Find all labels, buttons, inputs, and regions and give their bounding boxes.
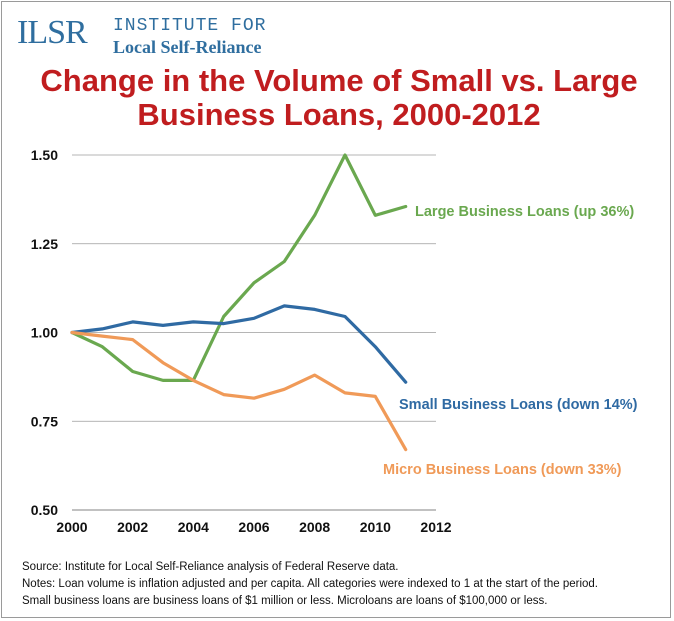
x-tick-label: 2006 (238, 519, 269, 535)
chart-title-line-2: Business Loans, 2000-2012 (137, 97, 541, 132)
y-tick-label: 1.50 (31, 147, 58, 163)
ilsr-logo: ILSR INSTITUTE FOR Local Self-Reliance (17, 12, 277, 58)
x-tick-label: 2000 (56, 519, 87, 535)
large-business-loans-line (70, 153, 408, 382)
micro-business-loans-label: Micro Business Loans (down 33%) (383, 462, 622, 478)
y-tick-label: 1.00 (31, 325, 58, 341)
x-tick-label: 2002 (117, 519, 148, 535)
small-business-loans-line (70, 304, 408, 384)
x-tick-label: 2008 (299, 519, 330, 535)
logo-line-2: Local Self-Reliance (113, 37, 262, 57)
footer-notes: Source: Institute for Local Self-Relianc… (22, 559, 662, 610)
y-tick-label: 1.25 (31, 236, 58, 252)
logo-mark: ILSR (17, 14, 88, 51)
y-tick-label: 0.75 (31, 413, 58, 429)
x-tick-label: 2010 (360, 519, 391, 535)
x-tick-label: 2004 (178, 519, 209, 535)
y-tick-label: 0.50 (31, 502, 58, 518)
footer-notes-line-1: Notes: Loan volume is inflation adjusted… (22, 578, 598, 590)
chart-title-line-1: Change in the Volume of Small vs. Large (40, 63, 638, 98)
logo-line-1: INSTITUTE FOR (113, 16, 267, 36)
large-business-loans-label: Large Business Loans (up 36%) (415, 204, 634, 220)
footer-notes-line-2: Small business loans are business loans … (22, 595, 548, 607)
x-tick-label: 2012 (420, 519, 451, 535)
micro-business-loans-line (70, 330, 408, 452)
footer-source: Source: Institute for Local Self-Relianc… (22, 561, 399, 573)
small-business-loans-label: Small Business Loans (down 14%) (399, 397, 638, 413)
chart-title: Change in the Volume of Small vs. Large … (22, 64, 656, 132)
